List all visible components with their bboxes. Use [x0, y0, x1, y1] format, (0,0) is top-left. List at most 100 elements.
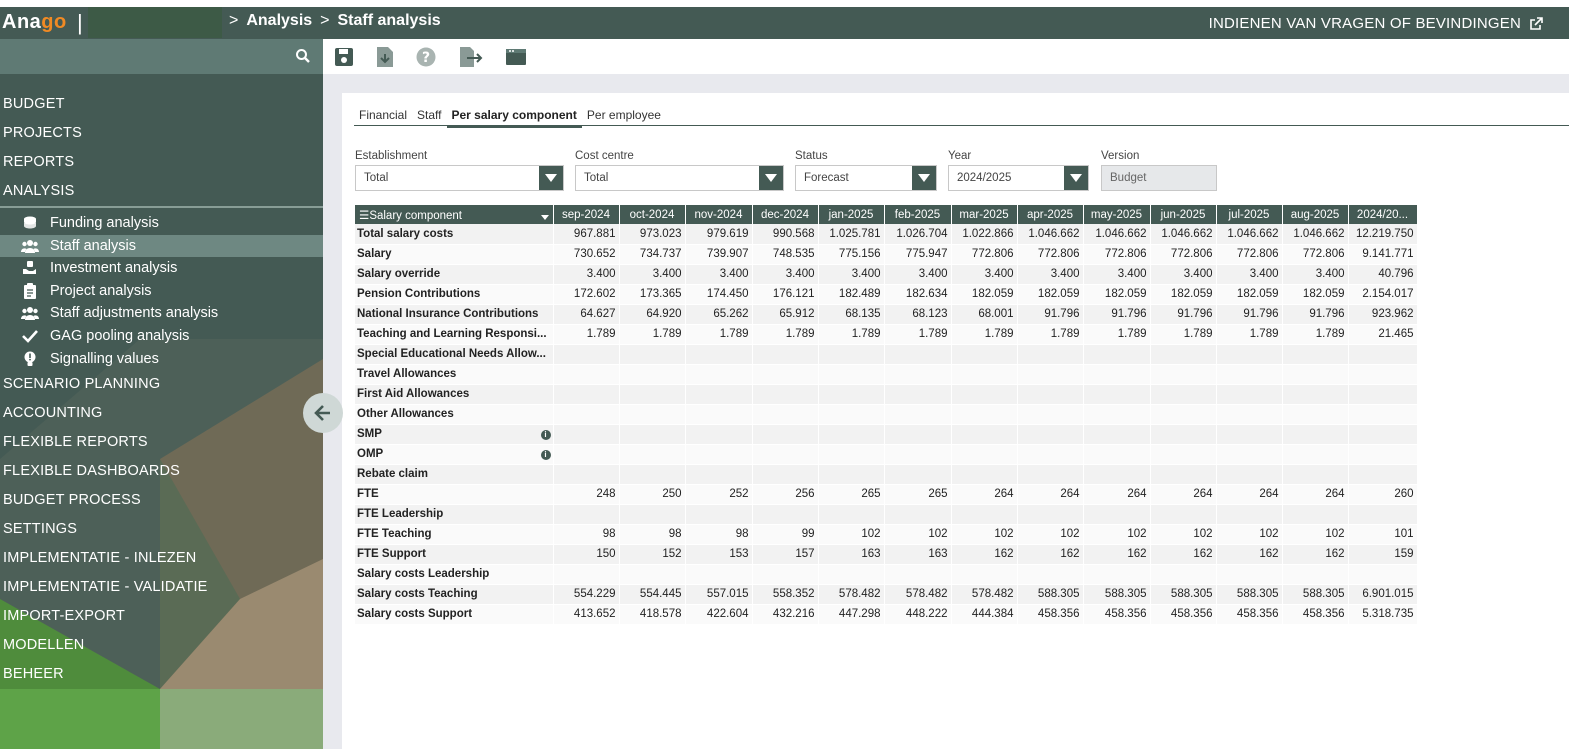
- chevron-down-icon[interactable]: [912, 166, 936, 190]
- table-cell[interactable]: 588.305: [1282, 584, 1349, 605]
- table-cell[interactable]: [619, 364, 686, 385]
- table-cell[interactable]: [1083, 504, 1151, 525]
- table-cell[interactable]: [884, 444, 952, 465]
- table-cell[interactable]: [1017, 444, 1084, 465]
- table-cell[interactable]: 102: [1282, 524, 1349, 545]
- table-cell[interactable]: [818, 444, 885, 465]
- table-cell[interactable]: 422.604: [685, 604, 753, 625]
- table-cell[interactable]: 923.962: [1348, 304, 1418, 325]
- table-cell[interactable]: 3.400: [553, 264, 620, 285]
- table-cell[interactable]: 1.789: [1083, 324, 1151, 345]
- table-cell[interactable]: 182.059: [1150, 284, 1217, 305]
- sidebar-search[interactable]: [0, 39, 323, 74]
- anago-logo[interactable]: Anago: [2, 11, 67, 33]
- table-cell[interactable]: [884, 344, 952, 365]
- table-cell[interactable]: 734.737: [619, 244, 686, 265]
- menu-icon[interactable]: ☰: [359, 209, 370, 222]
- column-header[interactable]: apr-2025: [1017, 205, 1084, 224]
- table-cell[interactable]: [1017, 404, 1084, 425]
- table-cell[interactable]: 12.219.750: [1348, 224, 1418, 245]
- table-cell[interactable]: 458.356: [1083, 604, 1151, 625]
- table-cell[interactable]: [1017, 464, 1084, 485]
- table-cell[interactable]: [553, 464, 620, 485]
- table-cell[interactable]: [951, 404, 1018, 425]
- sidebar-menu-flexible-reports[interactable]: FLEXIBLE REPORTS: [3, 434, 148, 450]
- status-select[interactable]: Forecast: [795, 165, 937, 191]
- table-cell[interactable]: [1348, 444, 1418, 465]
- table-cell[interactable]: 102: [1017, 524, 1084, 545]
- table-cell[interactable]: 152: [619, 544, 686, 565]
- table-cell[interactable]: 91.796: [1216, 304, 1283, 325]
- table-cell[interactable]: 458.356: [1150, 604, 1217, 625]
- establishment-select[interactable]: Total: [355, 165, 564, 191]
- export-icon[interactable]: [459, 45, 483, 69]
- table-cell[interactable]: [1150, 444, 1217, 465]
- table-cell[interactable]: 102: [951, 524, 1018, 545]
- sidebar-menu-budget-process[interactable]: BUDGET PROCESS: [3, 492, 141, 508]
- table-cell[interactable]: 3.400: [884, 264, 952, 285]
- table-cell[interactable]: [752, 344, 819, 365]
- table-cell[interactable]: [1216, 464, 1283, 485]
- table-cell[interactable]: [951, 504, 1018, 525]
- table-cell[interactable]: 162: [1083, 544, 1151, 565]
- table-cell[interactable]: [884, 424, 952, 445]
- table-cell[interactable]: [884, 504, 952, 525]
- table-cell[interactable]: 102: [818, 524, 885, 545]
- table-cell[interactable]: [1282, 564, 1349, 585]
- table-cell[interactable]: 182.059: [1216, 284, 1283, 305]
- table-cell[interactable]: 182.059: [1282, 284, 1349, 305]
- table-cell[interactable]: [884, 464, 952, 485]
- tab-financial[interactable]: Financial: [359, 108, 408, 122]
- sidebar-menu-reports[interactable]: REPORTS: [3, 154, 75, 170]
- table-cell[interactable]: [685, 404, 753, 425]
- column-header[interactable]: may-2025: [1083, 205, 1151, 224]
- table-cell[interactable]: [951, 564, 1018, 585]
- chevron-down-icon[interactable]: [1064, 166, 1088, 190]
- table-cell[interactable]: [1216, 344, 1283, 365]
- table-cell[interactable]: [1282, 384, 1349, 405]
- table-cell[interactable]: [619, 504, 686, 525]
- table-cell[interactable]: [1216, 384, 1283, 405]
- table-cell[interactable]: [818, 364, 885, 385]
- table-cell[interactable]: 260: [1348, 484, 1418, 505]
- sidebar-item-project-analysis[interactable]: Project analysis: [0, 280, 323, 302]
- table-cell[interactable]: 182.059: [951, 284, 1018, 305]
- table-cell[interactable]: 172.602: [553, 284, 620, 305]
- table-cell[interactable]: [1348, 424, 1418, 445]
- table-cell[interactable]: [1348, 344, 1418, 365]
- table-cell[interactable]: [818, 384, 885, 405]
- table-cell[interactable]: [1282, 444, 1349, 465]
- table-cell[interactable]: [1216, 364, 1283, 385]
- table-cell[interactable]: [884, 404, 952, 425]
- table-cell[interactable]: 557.015: [685, 584, 753, 605]
- table-cell[interactable]: 264: [1017, 484, 1084, 505]
- table-cell[interactable]: 558.352: [752, 584, 819, 605]
- table-cell[interactable]: 772.806: [1216, 244, 1283, 265]
- search-icon[interactable]: [295, 48, 311, 64]
- table-cell[interactable]: [553, 424, 620, 445]
- table-cell[interactable]: 458.356: [1216, 604, 1283, 625]
- table-cell[interactable]: [1348, 464, 1418, 485]
- table-cell[interactable]: 68.123: [884, 304, 952, 325]
- table-cell[interactable]: 91.796: [1150, 304, 1217, 325]
- table-cell[interactable]: 418.578: [619, 604, 686, 625]
- table-cell[interactable]: 775.947: [884, 244, 952, 265]
- table-cell[interactable]: 99: [752, 524, 819, 545]
- table-cell[interactable]: [1017, 384, 1084, 405]
- table-cell[interactable]: 1.026.704: [884, 224, 952, 245]
- table-cell[interactable]: 458.356: [1282, 604, 1349, 625]
- table-cell[interactable]: [752, 504, 819, 525]
- sort-dropdown-icon[interactable]: [540, 211, 549, 223]
- table-cell[interactable]: [1348, 364, 1418, 385]
- table-cell[interactable]: 252: [685, 484, 753, 505]
- table-cell[interactable]: [1083, 364, 1151, 385]
- table-cell[interactable]: 3.400: [1216, 264, 1283, 285]
- sidebar-item-staff-adjustments-analysis[interactable]: Staff adjustments analysis: [0, 302, 323, 324]
- sidebar-item-signalling-values[interactable]: Signalling values: [0, 348, 323, 370]
- column-header[interactable]: mar-2025: [951, 205, 1018, 224]
- table-cell[interactable]: 990.568: [752, 224, 819, 245]
- table-cell[interactable]: [818, 424, 885, 445]
- table-cell[interactable]: [1216, 504, 1283, 525]
- table-cell[interactable]: 98: [619, 524, 686, 545]
- tab-per-salary-component[interactable]: Per salary component: [446, 106, 582, 128]
